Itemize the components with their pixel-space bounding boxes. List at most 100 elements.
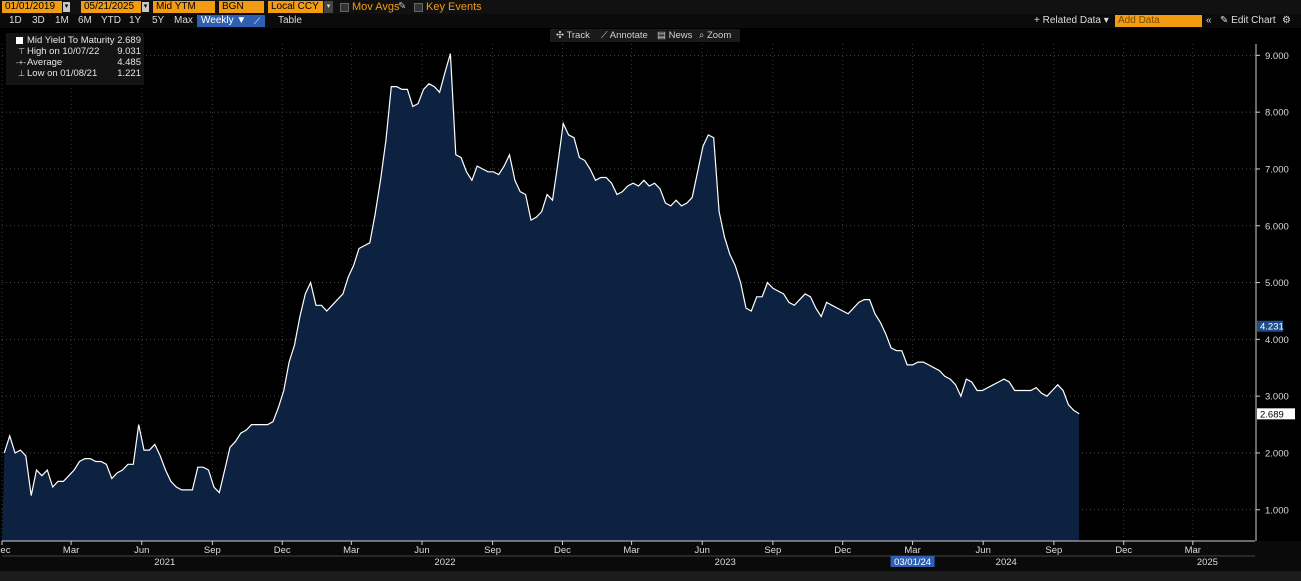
annotate-tool[interactable]: ⟋ Annotate [601, 30, 648, 41]
field-selector[interactable]: Mid YTM [153, 1, 215, 13]
end-date-spinner[interactable]: ▾ [142, 2, 149, 12]
news-label: News [668, 30, 693, 41]
cursor-date-box [890, 556, 935, 567]
legend-row-average: -+- Average 4.485 [6, 57, 144, 68]
y-tick-label: 4.000 [1265, 335, 1289, 346]
legend-label: High on 10/07/22 [27, 46, 100, 57]
y-tick-label: 1.000 [1265, 505, 1289, 516]
y-tick-label: 9.000 [1265, 51, 1289, 62]
mov-avgs-label[interactable]: Mov Avgs [352, 1, 400, 13]
legend-value: 4.485 [117, 57, 141, 68]
range-ytd[interactable]: YTD [101, 15, 121, 26]
x-year-label: 2024 [996, 557, 1017, 568]
legend-row-series[interactable]: Mid Yield To Maturity 2.689 [6, 35, 144, 46]
value-marker [1257, 408, 1295, 420]
value-marker [1257, 320, 1283, 332]
y-tick-label: 5.000 [1265, 278, 1289, 289]
y-tick-label: 8.000 [1265, 108, 1289, 119]
range-toolbar [0, 14, 1301, 28]
x-tick-label: Mar [623, 545, 639, 556]
range-5y[interactable]: 5Y [152, 15, 165, 26]
track-label: Track [566, 30, 590, 41]
x-tick-label: Jun [976, 545, 991, 556]
track-tool[interactable]: ✣ Track [556, 30, 590, 41]
legend-row-high: ⊤ High on 10/07/22 9.031 [6, 46, 144, 57]
range-3d[interactable]: 3D [32, 15, 45, 26]
start-date-field[interactable]: 01/01/2019 [2, 1, 62, 13]
zoom-label: Zoom [706, 30, 732, 41]
legend-value: 1.221 [117, 68, 141, 79]
key-events-checkbox[interactable] [414, 3, 423, 12]
start-date-spinner[interactable]: ▾ [63, 2, 70, 12]
news-tool[interactable]: ▤ News [657, 30, 693, 41]
x-tick-label: Mar [63, 545, 79, 556]
range-6m[interactable]: 6M [78, 15, 92, 26]
chevron-down-icon[interactable]: ▾ [324, 1, 333, 13]
x-tick-label: Jun [414, 545, 429, 556]
end-date-field[interactable]: 05/21/2025 [81, 1, 141, 13]
x-tick-label: Sep [764, 545, 781, 556]
edit-chart-button[interactable]: ✎ Edit Chart [1220, 15, 1276, 26]
source-selector[interactable]: BGN [219, 1, 264, 13]
x-tick-label: Dec [0, 545, 11, 556]
legend-value: 9.031 [117, 46, 141, 57]
table-button[interactable]: Table [278, 15, 302, 26]
line-chart-icon[interactable]: ⟋ [249, 15, 265, 27]
range-1y[interactable]: 1Y [129, 15, 142, 26]
series-area [2, 53, 1080, 541]
pencil-icon[interactable]: ✎ [398, 1, 407, 12]
x-tick-label: Mar [904, 545, 920, 556]
legend-label: Mid Yield To Maturity [27, 35, 115, 46]
key-events-label[interactable]: Key Events [426, 1, 482, 13]
x-tick-label: Sep [1045, 545, 1062, 556]
chart-legend: Mid Yield To Maturity 2.689 ⊤ High on 10… [6, 33, 144, 85]
series-swatch [16, 37, 23, 44]
y-tick-label: 2.000 [1265, 448, 1289, 459]
x-tick-label: Mar [343, 545, 359, 556]
currency-selector[interactable]: Local CCY [268, 1, 323, 13]
x-tick-label: Mar [1185, 545, 1201, 556]
value-marker-label: 4.231 [1260, 322, 1284, 333]
series-line [3, 53, 1080, 496]
status-strip [0, 571, 1301, 581]
x-tick-label: Sep [484, 545, 501, 556]
x-tick-label: Dec [834, 545, 851, 556]
high-marker-icon: ⊤ [18, 47, 25, 56]
x-tick-label: Dec [274, 545, 291, 556]
chart-tools-bar [550, 29, 740, 42]
legend-label: Average [27, 57, 63, 68]
legend-row-low: ⊥ Low on 01/08/21 1.221 [6, 68, 144, 79]
range-1m[interactable]: 1M [55, 15, 69, 26]
collapse-icon[interactable]: « [1206, 15, 1212, 26]
frequency-dropdown[interactable]: Weekly ▼ [197, 15, 251, 27]
y-tick-label: 3.000 [1265, 392, 1289, 403]
edit-chart-label: Edit Chart [1231, 15, 1276, 26]
related-data-label: Related Data [1042, 15, 1101, 26]
y-tick-label: 7.000 [1265, 164, 1289, 175]
add-data-input[interactable]: Add Data [1115, 15, 1202, 27]
legend-label: Low on 01/08/21 [27, 68, 98, 79]
x-year-label: 2023 [715, 557, 736, 568]
related-data-button[interactable]: + Related Data ▾ [1034, 15, 1109, 26]
mov-avgs-checkbox[interactable] [340, 3, 349, 12]
x-tick-label: Sep [204, 545, 221, 556]
value-marker-label: 2.689 [1260, 409, 1284, 420]
average-marker-icon: -+- [16, 58, 26, 67]
x-year-label: 2021 [154, 557, 175, 568]
x-tick-label: Dec [1115, 545, 1132, 556]
low-marker-icon: ⊥ [18, 69, 25, 78]
frequency-label: Weekly [201, 15, 234, 26]
x-year-label: 2025 [1197, 557, 1218, 568]
zoom-tool[interactable]: ⌕ Zoom [699, 30, 732, 41]
annotate-label: Annotate [609, 30, 648, 41]
x-tick-label: Dec [554, 545, 571, 556]
y-tick-label: 6.000 [1265, 221, 1289, 232]
range-1d[interactable]: 1D [9, 15, 22, 26]
gear-icon[interactable]: ⚙ [1282, 15, 1291, 26]
x-tick-label: Jun [134, 545, 149, 556]
x-tick-label: Jun [695, 545, 710, 556]
cursor-date-label: 03/01/24 [894, 557, 931, 568]
range-max[interactable]: Max [174, 15, 193, 26]
x-year-label: 2022 [434, 557, 455, 568]
